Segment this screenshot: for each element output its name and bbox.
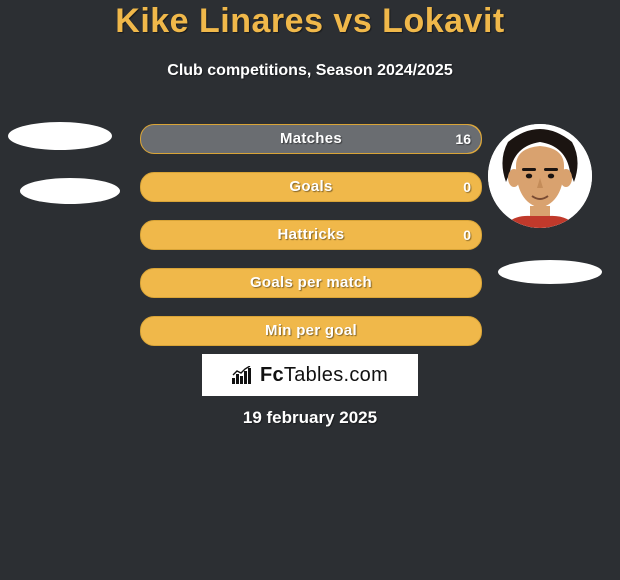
player-left-shape-2 xyxy=(20,178,120,204)
stat-bar-label: Goals per match xyxy=(141,269,481,297)
stat-bar-value-right: 0 xyxy=(463,221,471,249)
comparison-infographic: Kike Linares vs Lokavit Club competition… xyxy=(0,0,620,580)
stat-bar-value-right: 0 xyxy=(463,173,471,201)
fctables-logo: FcTables.com xyxy=(202,354,418,396)
player-right-avatar xyxy=(488,124,592,228)
avatar-illustration xyxy=(488,124,592,228)
logo-rest: Tables.com xyxy=(284,364,388,387)
stat-bar: Hattricks0 xyxy=(140,220,482,250)
stat-bar-label: Goals xyxy=(141,173,481,201)
date-label: 19 february 2025 xyxy=(0,408,620,428)
logo-chart-icon xyxy=(232,366,254,384)
logo-text: FcTables.com xyxy=(232,364,388,387)
stat-bar-label: Min per goal xyxy=(141,317,481,345)
stat-bar: Goals per match xyxy=(140,268,482,298)
stat-bar-label: Hattricks xyxy=(141,221,481,249)
logo-bold: Fc xyxy=(260,364,284,387)
page-title: Kike Linares vs Lokavit xyxy=(0,2,620,41)
stat-bar: Goals0 xyxy=(140,172,482,202)
stat-bar: Min per goal xyxy=(140,316,482,346)
player-right-shape-1 xyxy=(498,260,602,284)
stat-bar-value-right: 16 xyxy=(455,125,471,153)
stat-bar: Matches16 xyxy=(140,124,482,154)
stat-bars: Matches16Goals0Hattricks0Goals per match… xyxy=(140,124,480,364)
subtitle: Club competitions, Season 2024/2025 xyxy=(0,62,620,80)
player-left-shape-1 xyxy=(8,122,112,150)
stat-bar-label: Matches xyxy=(141,125,481,153)
